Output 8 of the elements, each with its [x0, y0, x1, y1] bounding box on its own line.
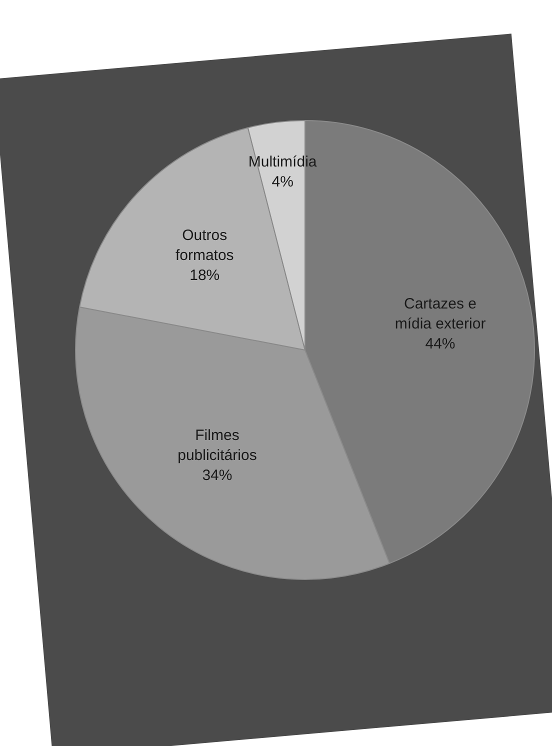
- data-label: 34%: [202, 467, 232, 484]
- slice-label: Filmes publicitários: [178, 427, 257, 464]
- slice-label: Outros formatos: [175, 226, 234, 264]
- data-label: 18%: [190, 266, 220, 284]
- slice-label: Multimídia: [248, 154, 318, 171]
- data-label: 4%: [272, 174, 294, 191]
- data-label: 44%: [425, 335, 456, 352]
- slice-label: Cartazes e mídia exterior: [394, 295, 486, 332]
